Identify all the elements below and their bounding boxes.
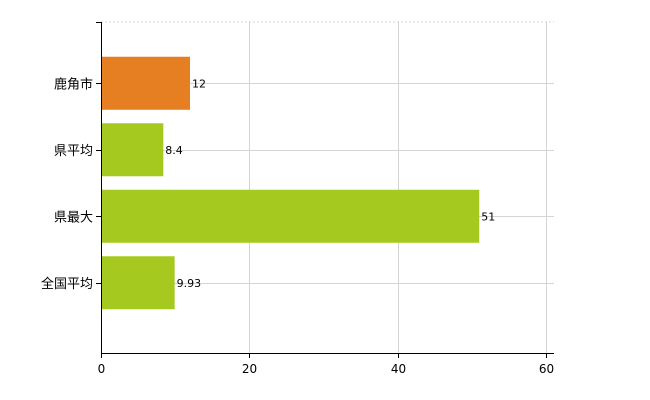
category-label-2: 県最大 [54,210,93,225]
x-tick-label-3: 60 [539,362,554,376]
data-label-2: 51 [481,210,495,223]
axis-layer [96,22,554,358]
bar-3 [101,256,175,310]
data-label-1: 8.4 [165,144,183,157]
bar-layer [101,56,480,310]
bar-2 [101,189,480,243]
category-label-1: 県平均 [54,144,93,159]
bar-0 [101,56,190,110]
category-label-3: 全国平均 [41,276,93,292]
category-label-0: 鹿角市 [54,76,93,92]
x-tick-label-1: 20 [242,362,257,376]
label-layer: 12 鹿角市 8.4 県平均 51 県最大 9.93 全国平均 0 20 40 60 [41,76,554,376]
bar-1 [101,123,164,177]
x-tick-label-0: 0 [98,362,106,376]
data-label-3: 9.93 [177,277,202,290]
data-label-0: 12 [192,77,206,90]
x-tick-label-2: 40 [391,362,406,376]
